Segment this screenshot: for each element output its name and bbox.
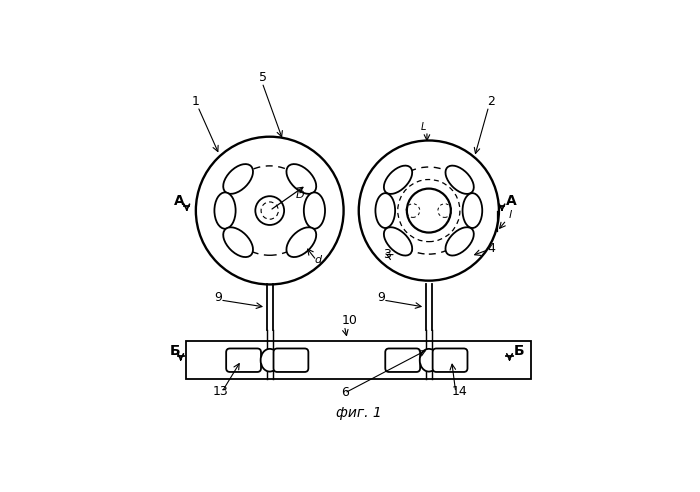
Ellipse shape (223, 164, 253, 194)
FancyBboxPatch shape (226, 348, 261, 372)
Ellipse shape (286, 227, 316, 257)
Ellipse shape (384, 227, 412, 255)
Ellipse shape (304, 192, 325, 229)
Text: Б: Б (170, 343, 181, 358)
Ellipse shape (286, 164, 316, 194)
Text: А: А (505, 194, 517, 208)
Text: 4: 4 (488, 242, 496, 255)
Ellipse shape (420, 349, 438, 371)
Circle shape (196, 137, 344, 284)
Text: 13: 13 (213, 385, 229, 399)
Text: 2: 2 (488, 95, 496, 108)
Ellipse shape (384, 166, 412, 194)
Ellipse shape (445, 166, 474, 194)
Text: 3: 3 (384, 248, 391, 261)
Text: 1: 1 (191, 95, 200, 108)
FancyBboxPatch shape (274, 348, 309, 372)
Ellipse shape (214, 192, 236, 229)
Circle shape (256, 196, 284, 225)
Text: 10: 10 (342, 314, 358, 327)
Text: 9: 9 (377, 291, 385, 305)
Text: d: d (314, 255, 322, 265)
Text: 6: 6 (341, 386, 349, 399)
Ellipse shape (260, 349, 279, 371)
Text: Б: Б (514, 343, 525, 358)
Text: 14: 14 (452, 385, 468, 399)
FancyBboxPatch shape (433, 348, 468, 372)
Circle shape (358, 141, 499, 280)
Text: D: D (295, 190, 304, 200)
Text: А: А (174, 194, 185, 208)
Text: фиг. 1: фиг. 1 (336, 406, 382, 420)
Ellipse shape (445, 227, 474, 255)
Text: l: l (508, 210, 512, 220)
Text: 9: 9 (214, 291, 222, 305)
Ellipse shape (375, 193, 395, 228)
Text: L: L (421, 122, 426, 132)
Circle shape (407, 188, 451, 233)
Ellipse shape (463, 193, 482, 228)
Text: 5: 5 (260, 71, 267, 84)
Bar (186, 341, 531, 379)
FancyBboxPatch shape (385, 348, 420, 372)
Ellipse shape (223, 227, 253, 257)
